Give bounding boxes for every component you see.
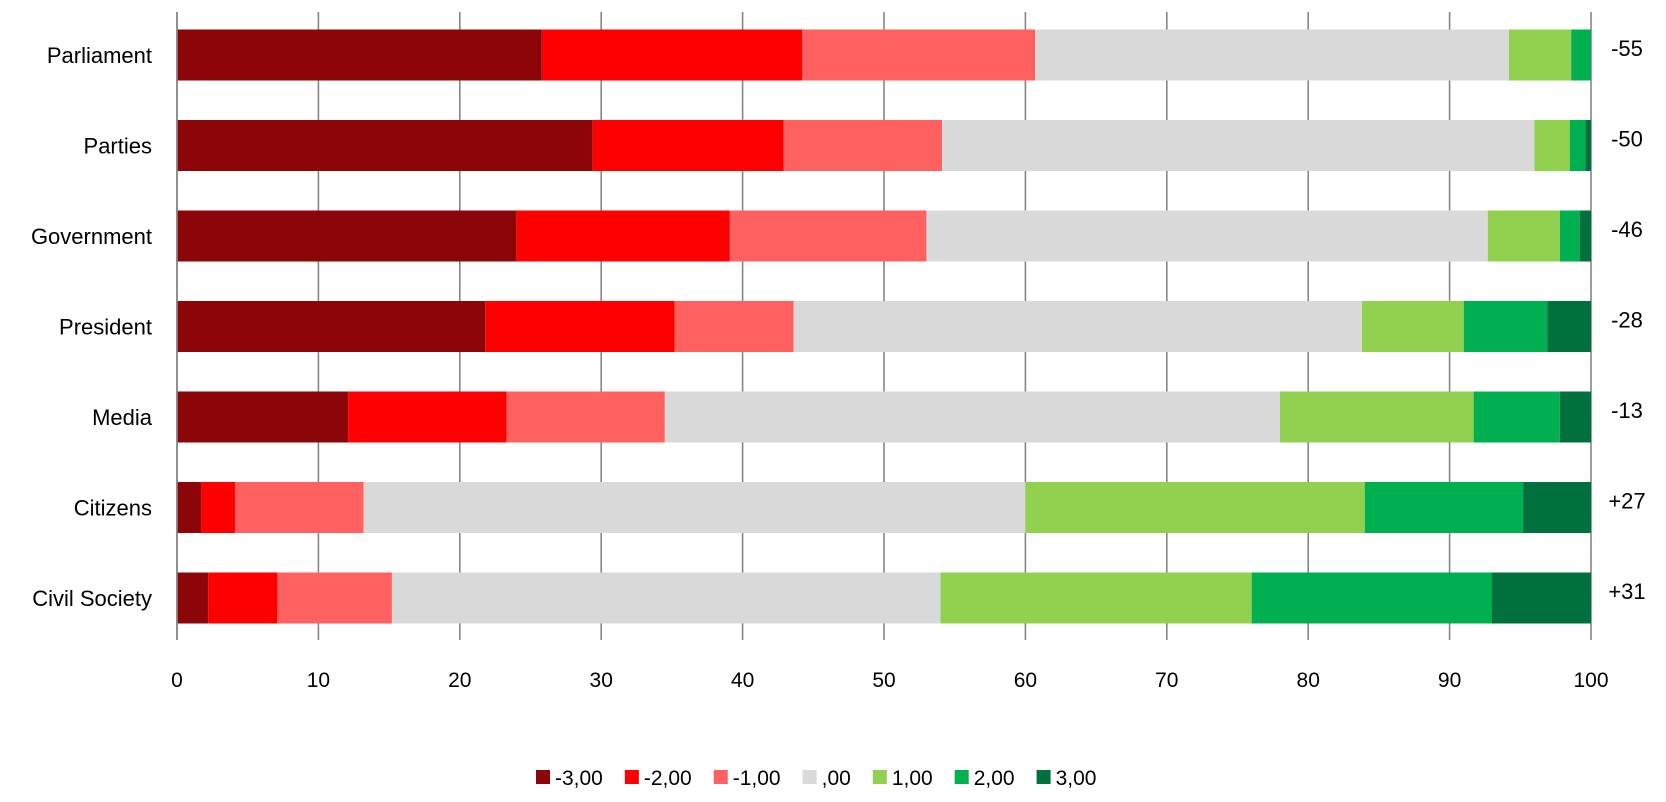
bar-segment	[1251, 572, 1493, 624]
bar-segment	[177, 482, 202, 533]
net-score-label: -13	[1611, 398, 1643, 423]
bar-segment	[793, 301, 1362, 352]
category-label: Government	[31, 224, 152, 249]
bar-segment	[277, 572, 392, 624]
bar-segment	[177, 120, 593, 171]
legend-swatch	[624, 770, 639, 784]
bars	[177, 29, 1591, 624]
bar-segment	[674, 301, 794, 352]
bar-segment	[1534, 120, 1570, 171]
category-label: Citizens	[74, 496, 152, 521]
bar-segment	[506, 391, 665, 443]
x-axis: 0 10 20 30 40 50 60 70 80 90 100	[171, 12, 1609, 692]
bar-segment	[1523, 482, 1591, 533]
bar-segment	[541, 29, 802, 81]
legend-swatch	[1036, 770, 1051, 784]
bar-segment	[1492, 572, 1591, 624]
net-score-label: -50	[1611, 127, 1643, 152]
bar-segment	[363, 482, 1026, 533]
bar-segment	[664, 391, 1280, 443]
bar-segment	[201, 482, 235, 533]
bar-segment	[208, 572, 278, 624]
x-tick-label: 0	[171, 669, 183, 692]
x-tick-label: 100	[1573, 669, 1608, 692]
bar-segment	[234, 482, 364, 533]
bar-segment	[1279, 391, 1474, 443]
bar-segment	[1025, 482, 1365, 533]
legend: -3,00 -2,00 -1,00 ,00 1,00 2,00 3,00	[536, 767, 1096, 790]
net-score-label: +27	[1608, 489, 1645, 514]
category-label: Civil Society	[32, 586, 152, 611]
bar-segment	[783, 120, 942, 171]
x-tick-label: 50	[872, 669, 895, 692]
bar-segment	[1364, 482, 1524, 533]
x-tick-label: 60	[1014, 669, 1037, 692]
net-score-labels: -55 -50 -46 -28 -13 +27 +31	[1608, 36, 1645, 604]
x-tick-label: 40	[731, 669, 754, 692]
bar-segment	[1463, 301, 1548, 352]
legend-swatch	[954, 770, 969, 784]
x-tick-label: 10	[307, 669, 330, 692]
bar-segment	[177, 391, 349, 443]
net-score-label: -55	[1611, 36, 1643, 61]
category-label: Media	[92, 405, 153, 430]
legend-swatch	[713, 770, 728, 784]
legend-label: -1,00	[733, 767, 781, 790]
x-tick-label: 80	[1297, 669, 1320, 692]
bar-segment	[1559, 391, 1591, 443]
legend-label: 3,00	[1056, 767, 1097, 790]
bar-segment	[391, 572, 941, 624]
bar-segment	[485, 301, 675, 352]
category-label: Parliament	[47, 43, 152, 68]
bar-segment	[1569, 120, 1586, 171]
bar-segment	[1559, 210, 1580, 262]
bar-segment	[940, 572, 1252, 624]
legend-swatch	[536, 770, 550, 784]
legend-swatch	[872, 770, 887, 784]
bar-segment	[729, 210, 927, 262]
category-label: President	[59, 315, 152, 340]
bar-segment	[177, 301, 486, 352]
bar-segment	[177, 210, 517, 262]
net-score-label: -46	[1611, 217, 1643, 242]
bar-segment	[177, 29, 542, 81]
bar-segment	[1579, 210, 1591, 262]
bar-segment	[1585, 120, 1591, 171]
net-score-label: +31	[1608, 579, 1645, 604]
category-labels: Parliament Parties Government President Medi…	[31, 43, 153, 611]
bar-segment	[516, 210, 730, 262]
net-score-label: -28	[1611, 308, 1643, 333]
legend-label: ,00	[822, 767, 851, 790]
bar-segment	[801, 29, 1036, 81]
bar-segment	[1508, 29, 1572, 81]
bar-segment	[348, 391, 507, 443]
x-tick-label: 90	[1438, 669, 1461, 692]
legend-label: -2,00	[644, 767, 692, 790]
legend-label: 2,00	[974, 767, 1015, 790]
bar-segment	[1473, 391, 1560, 443]
legend-swatch	[802, 770, 817, 784]
bar-segment	[1571, 29, 1591, 81]
bar-segment	[1035, 29, 1509, 81]
x-tick-label: 70	[1155, 669, 1178, 692]
bar-segment	[941, 120, 1535, 171]
bar-segment	[1361, 301, 1464, 352]
x-tick-label: 20	[448, 669, 471, 692]
bar-segment	[177, 572, 209, 624]
legend-label: 1,00	[892, 767, 933, 790]
bar-segment	[1487, 210, 1560, 262]
legend-label: -3,00	[555, 767, 603, 790]
bar-segment	[926, 210, 1488, 262]
category-label: Parties	[84, 134, 152, 159]
x-tick-label: 30	[590, 669, 613, 692]
bar-segment	[1547, 301, 1591, 352]
bar-segment	[592, 120, 784, 171]
